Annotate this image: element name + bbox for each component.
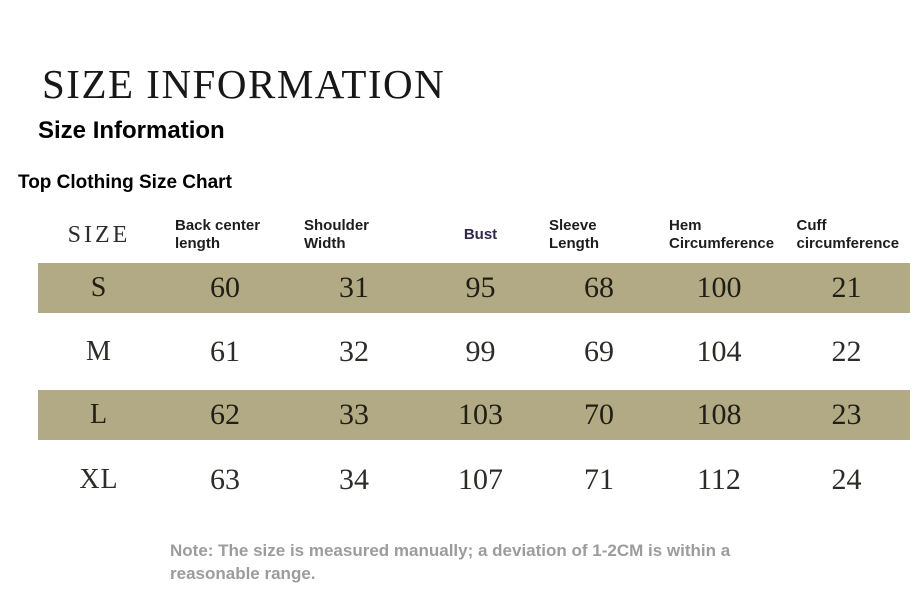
cell-bust: 95	[465, 271, 496, 305]
cell-sleeve-length: 69	[584, 334, 614, 368]
cell-back-center-length: 63	[210, 463, 240, 497]
column-header-bust: Bust	[463, 225, 498, 243]
cell-hem-circumference: 104	[696, 334, 742, 368]
cell-back-center-length: 61	[210, 334, 240, 368]
cell-bust: 107	[458, 463, 503, 497]
table-row-size-xl: XL 63 34 107 71 112 24	[38, 440, 910, 520]
column-header-label: Shoulder Width	[304, 216, 370, 253]
cell-shoulder-width: 34	[339, 463, 369, 497]
cell-bust: 103	[458, 398, 503, 432]
table-row-size-s: S 60 31 95 68 100 21	[38, 263, 910, 314]
size-chart-title: Top Clothing Size Chart	[18, 172, 232, 194]
column-header-label: Sleeve Length	[549, 216, 599, 253]
cell-sleeve-length: 70	[584, 398, 614, 432]
size-chart-table: SIZE Back center length Shoulder Width B…	[38, 207, 910, 520]
cell-back-center-length: 62	[210, 398, 240, 432]
cell-cuff-circumference: 23	[831, 398, 862, 432]
table-row-size-m: M 61 32 99 69 104 22	[38, 313, 910, 390]
size-label: XL	[79, 464, 119, 496]
cell-bust: 99	[465, 334, 496, 368]
size-label: L	[89, 399, 109, 431]
cell-hem-circumference: 100	[696, 271, 742, 305]
column-header-label: Back center length	[175, 216, 261, 253]
cell-cuff-circumference: 22	[831, 334, 862, 368]
size-label: S	[90, 272, 108, 304]
page-subtitle: Size Information	[38, 117, 225, 144]
cell-sleeve-length: 71	[584, 463, 614, 497]
measurement-note: Note: The size is measured manually; a d…	[170, 541, 731, 584]
size-label: M	[86, 335, 112, 367]
cell-shoulder-width: 31	[339, 271, 369, 305]
cell-shoulder-width: 32	[339, 334, 369, 368]
cell-back-center-length: 60	[210, 271, 240, 305]
column-header-hem-circumference: Hem Circumference	[655, 207, 783, 263]
table-header-row: SIZE Back center length Shoulder Width B…	[38, 207, 910, 263]
cell-hem-circumference: 108	[696, 398, 742, 432]
column-header-size: SIZE	[67, 222, 131, 249]
column-header-label: Hem Circumference	[669, 216, 775, 253]
column-header-shoulder-width: Shoulder Width	[290, 207, 418, 263]
column-header-back-center-length: Back center length	[160, 207, 290, 263]
cell-cuff-circumference: 21	[831, 271, 862, 305]
cell-shoulder-width: 33	[339, 398, 369, 432]
page-title: SIZE INFORMATION	[42, 61, 446, 107]
cell-cuff-circumference: 24	[831, 463, 862, 497]
column-header-label: Cuff circumference	[796, 216, 900, 253]
table-row-size-l: L 62 33 103 70 108 23	[38, 390, 910, 441]
column-header-cuff-circumference: Cuff circumference	[783, 207, 910, 263]
column-header-sleeve-length: Sleeve Length	[543, 207, 655, 263]
cell-sleeve-length: 68	[584, 271, 614, 305]
cell-hem-circumference: 112	[697, 463, 741, 497]
